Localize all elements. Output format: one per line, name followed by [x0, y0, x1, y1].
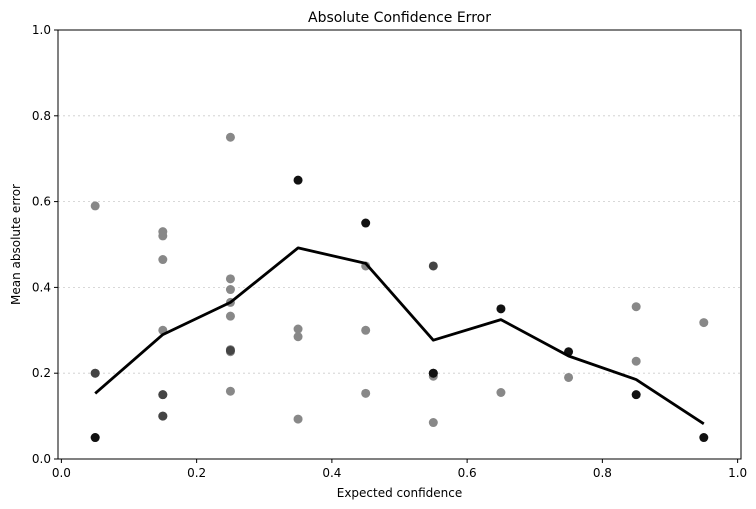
x-tick-label: 0.8 [593, 466, 612, 480]
data-point [293, 414, 303, 424]
data-point [225, 386, 235, 396]
x-axis-label: Expected confidence [337, 486, 463, 500]
chart-title: Absolute Confidence Error [308, 10, 491, 26]
x-tick-label: 0.2 [187, 466, 206, 480]
data-point [699, 433, 709, 443]
data-point [428, 418, 438, 428]
data-point [225, 345, 235, 355]
x-axis-ticks: 0.0 0.2 0.4 0.6 0.8 1.0 [52, 459, 747, 480]
x-tick-label: 0.0 [52, 466, 71, 480]
data-point [90, 433, 100, 443]
plot-frame [57, 29, 742, 460]
x-tick-label: 0.4 [322, 466, 341, 480]
y-tick-label: 0.4 [32, 280, 51, 294]
data-point [225, 311, 235, 321]
x-tick-label: 0.6 [458, 466, 477, 480]
x-tick-label: 1.0 [728, 466, 747, 480]
data-point [631, 302, 641, 312]
y-axis-ticks: 0.0 0.2 0.4 0.6 0.8 1.0 [32, 23, 58, 466]
y-axis-label: Mean absolute error [9, 184, 23, 305]
data-point [225, 274, 235, 284]
y-tick-label: 0.0 [32, 452, 51, 466]
data-point [361, 388, 371, 398]
grid [58, 115, 741, 374]
data-point [293, 324, 303, 334]
data-point [361, 325, 371, 335]
y-tick-label: 0.6 [32, 195, 51, 209]
mean-error-line [94, 246, 705, 425]
data-point [158, 231, 168, 241]
data-point [631, 356, 641, 366]
data-point [158, 411, 168, 421]
data-point [361, 218, 371, 228]
data-point [564, 372, 574, 382]
data-point [699, 318, 709, 328]
plot-series [90, 132, 709, 443]
y-tick-label: 0.8 [32, 109, 51, 123]
y-tick-label: 0.2 [32, 366, 51, 380]
data-point [90, 201, 100, 211]
data-point [631, 390, 641, 400]
data-point [158, 390, 168, 400]
y-tick-label: 1.0 [32, 23, 51, 37]
data-point [428, 261, 438, 271]
data-point [225, 132, 235, 142]
data-point [293, 332, 303, 342]
data-point [90, 368, 100, 378]
data-point [428, 368, 438, 378]
data-point [496, 388, 506, 398]
data-point [293, 175, 303, 185]
data-point [225, 285, 235, 295]
data-point [496, 304, 506, 314]
data-point [158, 255, 168, 265]
